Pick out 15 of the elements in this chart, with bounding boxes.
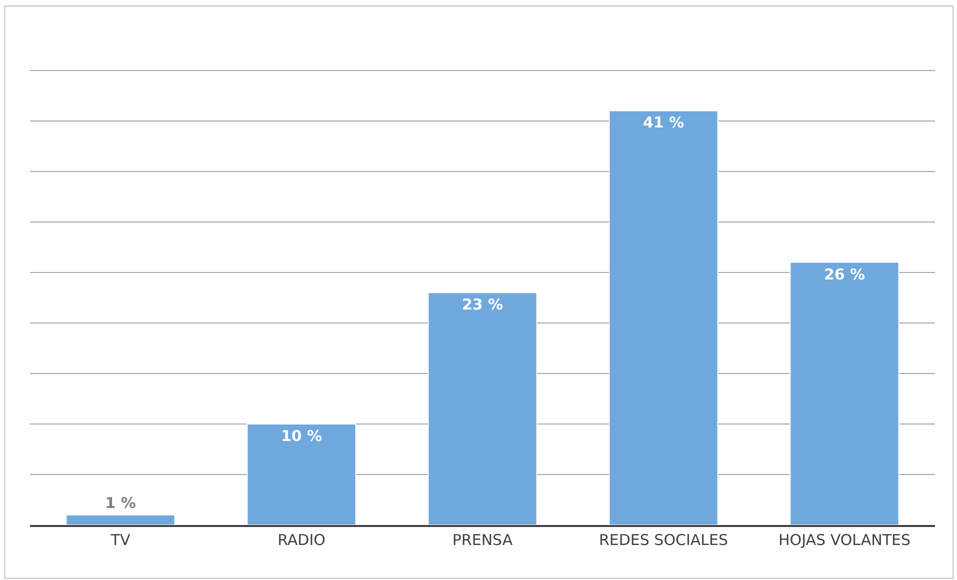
x-tick-label: REDES SOCIALES: [598, 531, 728, 549]
x-tick-label: PRENSA: [452, 531, 514, 549]
bar: [66, 514, 176, 525]
data-label: 41 %: [642, 114, 684, 132]
data-label: 26 %: [824, 265, 866, 284]
data-label: 1 %: [105, 494, 136, 512]
x-tick-label: TV: [110, 531, 131, 549]
bar: [790, 262, 900, 525]
data-label: 23 %: [462, 296, 504, 314]
x-tick-label: RADIO: [278, 531, 326, 549]
x-tick-label: HOJAS VOLANTES: [778, 531, 910, 549]
bar: [608, 110, 718, 525]
data-label: 10 %: [280, 426, 322, 445]
bar: [246, 423, 356, 525]
bar: [428, 292, 538, 525]
